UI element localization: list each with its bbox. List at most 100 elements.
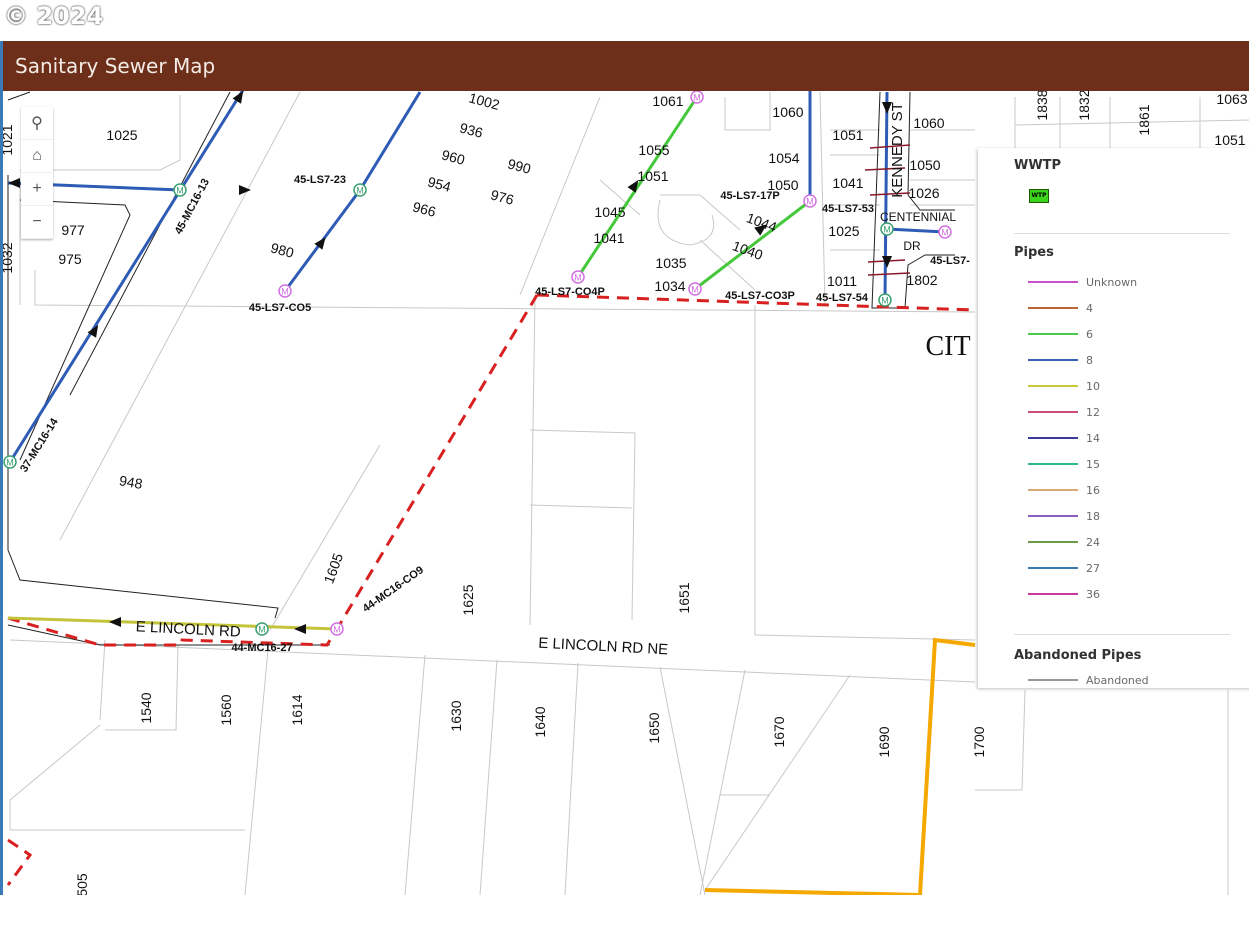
manhole-icon-glyph: M (693, 93, 701, 103)
parcel-boundary (599, 179, 641, 216)
legend-label: 27 (1086, 561, 1100, 575)
parcel-number: 1051 (637, 168, 668, 184)
parcel-number: 1700 (971, 726, 987, 757)
parcel-number: 1032 (0, 242, 15, 273)
parcel-boundary (479, 659, 498, 895)
flow-arrow-icon (314, 237, 326, 250)
street-label: CENTENNIAL (880, 210, 956, 224)
road-edge (19, 199, 131, 461)
parcel-number: 1055 (638, 142, 669, 158)
app-title: Sanitary Sewer Map (15, 54, 216, 78)
wtp-symbol: WTP (1029, 189, 1049, 203)
search-button[interactable]: ⚲ (21, 107, 53, 140)
map-view[interactable]: M M M M M M M M M M M M M 1025 977 975 1032 1002 936 960 990… (0, 91, 1249, 895)
manhole-icon (353, 183, 367, 197)
structure-id-label: 45-LS7-23 (294, 174, 346, 186)
parcel-number: 1051 (1214, 132, 1245, 148)
legend-item-pipe: 18 (1028, 506, 1100, 526)
sewer-pipe (576, 96, 699, 278)
manhole-icon-glyph: M (281, 287, 289, 297)
parcel-number: 1640 (532, 706, 548, 737)
sewer-pipe (8, 91, 245, 463)
parcel-number: 1060 (913, 115, 944, 131)
manhole-icon (880, 222, 894, 236)
legend-label: 24 (1086, 535, 1100, 549)
parcel-number: 1045 (594, 204, 625, 220)
zoom-out-button[interactable]: − (21, 206, 53, 239)
flow-arrow-icon (239, 185, 251, 195)
manhole-icon (571, 270, 585, 284)
legend-label: 16 (1086, 483, 1100, 497)
sewer-pipe (886, 227, 946, 234)
parcel-number: 1614 (289, 694, 305, 725)
legend-swatch (1028, 489, 1078, 491)
map-canvas[interactable]: M M M M M M M M M M M M M 1025 977 975 1032 1002 936 960 990… (0, 91, 1249, 895)
legend-swatch (1028, 359, 1078, 361)
parcel-number: 1035 (655, 255, 686, 271)
parcel-boundary (529, 429, 636, 621)
flow-arrow-icon (627, 180, 639, 193)
legend-label: 15 (1086, 457, 1100, 471)
legend-swatch (1028, 281, 1078, 283)
legend-item-pipe: 8 (1028, 350, 1093, 370)
sewer-pipe (883, 91, 889, 301)
parcel-number: 980 (269, 239, 296, 261)
legend-label: 18 (1086, 509, 1100, 523)
structure-id-label: 45-LS7-CO5 (249, 302, 311, 314)
sewer-pipe (283, 91, 422, 292)
home-button[interactable]: ⌂ (21, 140, 53, 173)
parcel-number: 1061 (652, 93, 683, 109)
legend-swatch (1028, 411, 1078, 413)
parcel-boundary (975, 689, 1026, 791)
parcel-boundary (34, 270, 976, 313)
flow-arrow-icon (232, 91, 244, 104)
parcel-boundary (704, 674, 851, 891)
structure-id-label: 45-LS7-CO3P (725, 290, 795, 302)
parcel-boundary (724, 92, 771, 131)
parcel-boundary (105, 644, 179, 731)
manhole-icon-glyph: M (806, 197, 814, 207)
parcel-number: 1630 (448, 700, 464, 731)
parcel-number: 1011 (827, 273, 857, 289)
legend-item-pipe: 36 (1028, 584, 1100, 604)
zoom-in-button[interactable]: + (21, 173, 53, 206)
parcel-boundary (244, 649, 269, 895)
parcel-boundary (754, 305, 976, 641)
city-limit-line (335, 294, 539, 630)
manhole-icon-glyph: M (883, 225, 891, 235)
service-lateral (864, 167, 906, 171)
parcel-number: 1670 (771, 716, 787, 747)
parcel-number: 1060 (772, 104, 803, 120)
parcel-boundary (819, 91, 826, 306)
structure-id-label: 45-LS7-54 (816, 292, 869, 304)
manhole-icon (330, 622, 344, 636)
sewer-pipe (7, 616, 338, 631)
street-label: E LINCOLN RD NE (538, 635, 669, 659)
city-limit-line (6, 838, 33, 886)
cul-de-sac (657, 199, 715, 246)
manhole-icon (3, 455, 17, 469)
sewer-pipe (694, 199, 811, 291)
parcel-boundary (529, 504, 633, 509)
road-edge (69, 91, 231, 396)
street-label: DR (903, 239, 921, 253)
parcel-boundary (59, 91, 301, 541)
structure-id-label: 37-MC16-14 (18, 416, 61, 475)
manhole-icon-glyph: M (6, 458, 14, 468)
structure-id-label: 45-LS7-CO4P (535, 286, 605, 298)
parcel-number: 1050 (767, 177, 798, 193)
parcel-boundary (20, 95, 181, 171)
legend-item-pipe: 10 (1028, 376, 1100, 396)
legend-item-pipe: 4 (1028, 298, 1093, 318)
manhole-icon-glyph: M (176, 186, 184, 196)
parcel-number: 1690 (876, 726, 892, 757)
structure-id-label: 45-LS7-53 (822, 203, 874, 215)
parcel-number: 1025 (106, 127, 137, 143)
service-lateral (869, 144, 911, 149)
legend-item-pipe: Unknown (1028, 272, 1137, 292)
divider (1014, 233, 1230, 234)
legend-swatch (1028, 463, 1078, 465)
legend-label: Unknown (1086, 275, 1138, 289)
parcel-number: 1605 (320, 551, 346, 586)
home-icon: ⌂ (32, 147, 42, 164)
